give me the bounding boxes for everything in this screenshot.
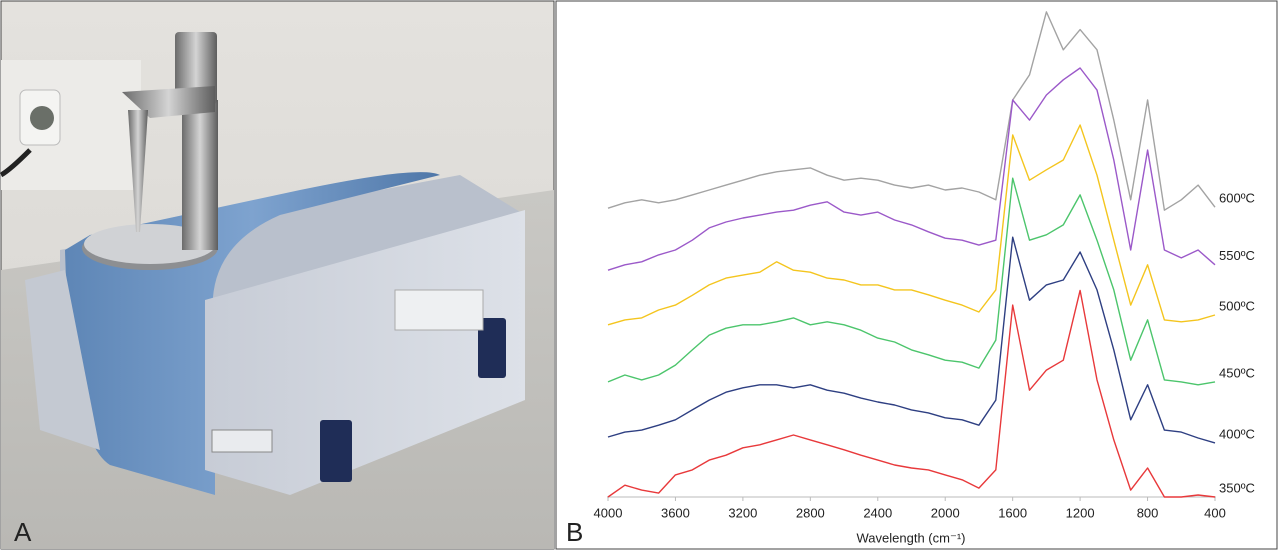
x-tick-label: 1200 <box>1066 505 1095 520</box>
sticker <box>394 289 484 331</box>
tip <box>128 110 148 232</box>
series-line <box>607 289 1216 498</box>
foot <box>320 420 352 482</box>
series-label: 350ºC <box>1219 480 1255 495</box>
series-line <box>607 67 1216 271</box>
series-label: 450ºC <box>1219 365 1255 380</box>
x-tick-label: 4000 <box>594 505 623 520</box>
x-tick-label: 1600 <box>998 505 1027 520</box>
series-line <box>607 124 1216 326</box>
x-tick-label: 3600 <box>661 505 690 520</box>
badge <box>211 429 273 453</box>
photo <box>0 0 555 550</box>
x-tick-label: 3200 <box>728 505 757 520</box>
series-line <box>607 236 1216 444</box>
series-line <box>607 177 1216 386</box>
x-tick-label: 2000 <box>931 505 960 520</box>
series-label: 500ºC <box>1219 298 1255 313</box>
series-label: 400ºC <box>1219 426 1255 441</box>
panel-letter: B <box>566 517 583 547</box>
chart-frame <box>555 0 1278 550</box>
series-label: 550ºC <box>1219 248 1255 263</box>
x-axis-title: Wavelength (cm⁻¹) <box>857 530 966 545</box>
instrument-front <box>205 210 525 495</box>
x-tick-label: 400 <box>1204 505 1226 520</box>
x-tick-label: 2800 <box>796 505 825 520</box>
column <box>182 100 218 250</box>
series-line <box>607 11 1216 211</box>
x-tick-label: 2400 <box>863 505 892 520</box>
knob <box>175 32 217 104</box>
x-tick-label: 800 <box>1137 505 1159 520</box>
instrument-side <box>25 270 100 450</box>
panel-letter: A <box>14 517 32 547</box>
plug <box>30 106 54 130</box>
series-label: 600ºC <box>1219 191 1255 206</box>
cable <box>0 148 32 178</box>
foot <box>478 318 506 378</box>
